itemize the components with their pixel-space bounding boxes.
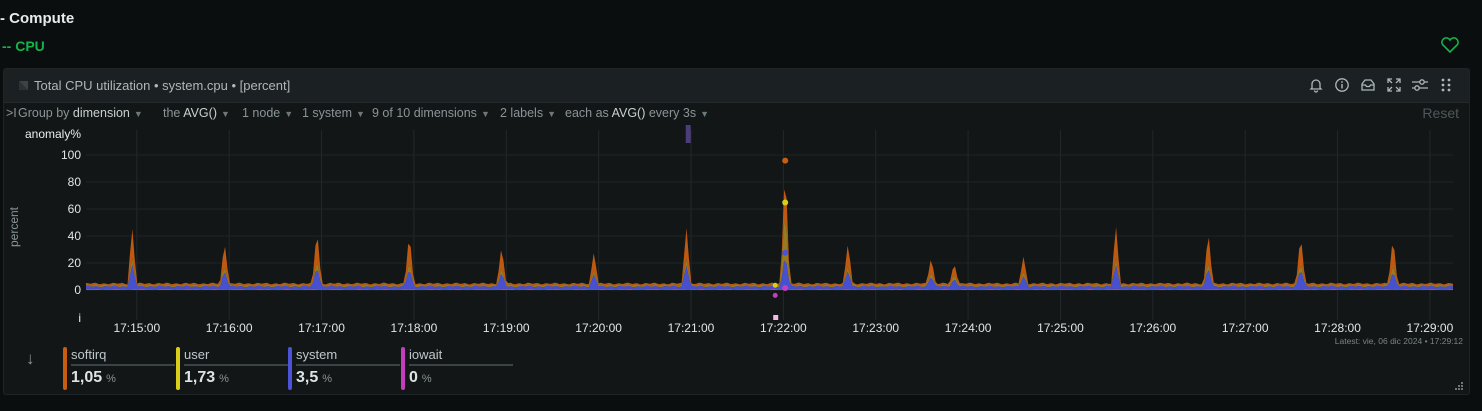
legend-value: 1,73% — [184, 369, 229, 386]
legend-item-softirq[interactable]: softirq 1,05% — [63, 347, 175, 391]
cpu-area-chart[interactable]: 0 20 40 60 80 100 anomaly% i percent 17:15:00 17:1… — [4, 125, 1469, 335]
x-tick-label: 17:28:00 — [1314, 321, 1361, 335]
legend-name: softirq — [71, 347, 107, 362]
bell-icon[interactable] — [1307, 75, 1325, 95]
legend-unit: % — [322, 373, 333, 385]
series-area-system — [86, 260, 1453, 290]
dimensions-dropdown[interactable]: 9 of 10 dimensions ▼ — [372, 106, 490, 120]
chart-context: • system.cpu — [153, 78, 228, 93]
legend-unit: % — [421, 373, 432, 385]
x-tick-label: 17:21:00 — [668, 321, 715, 335]
latest-timestamp: Latest: vie, 06 dic 2024 • 17:29:12 — [1334, 336, 1463, 346]
chart-type-icon — [19, 81, 28, 90]
legend-divider — [184, 364, 288, 366]
x-tick-label: 17:15:00 — [113, 321, 160, 335]
nodes-dropdown[interactable]: 1 node ▼ — [242, 106, 294, 120]
series-area-softirq — [86, 189, 1453, 286]
x-tick-label: 17:25:00 — [1037, 321, 1084, 335]
legend-unit: % — [106, 373, 116, 385]
point-marker-user — [772, 282, 778, 288]
y-tick-label: 40 — [68, 229, 82, 243]
legend-value: 3,5% — [296, 369, 333, 386]
point-marker-iowait — [782, 284, 789, 291]
chart-units: • [percent] — [231, 78, 291, 93]
chart-title: Total CPU utilization • system.cpu • [pe… — [18, 78, 290, 93]
anomaly-marker — [685, 125, 691, 143]
info-icon[interactable] — [1333, 75, 1351, 95]
anomaly-axis-label: anomaly% — [25, 127, 81, 141]
y-tick-label: 0 — [74, 283, 81, 297]
y-axis-label: percent — [7, 206, 21, 247]
point-marker-iowait — [772, 292, 778, 298]
legend-name: system — [296, 347, 338, 362]
legend-color-swatch — [401, 347, 405, 390]
heart-icon[interactable] — [1440, 36, 1460, 54]
x-tick-label: 17:27:00 — [1222, 321, 1269, 335]
x-tick-label: 17:29:00 — [1407, 321, 1454, 335]
sliders-icon[interactable] — [1411, 75, 1429, 95]
labels-dropdown[interactable]: 2 labels ▼ — [500, 106, 557, 120]
x-tick-label: 17:16:00 — [206, 321, 253, 335]
y-tick-label: 60 — [68, 202, 82, 216]
legend-value: 1,05% — [71, 369, 116, 386]
x-tick-label: 17:22:00 — [760, 321, 807, 335]
legend-value: 0% — [409, 369, 432, 386]
legend-item-user[interactable]: user 1,73% — [176, 347, 288, 391]
legend-item-system[interactable]: system 3,5% — [288, 347, 400, 391]
time-aggregation-dropdown[interactable]: each as AVG() every 3s ▼ — [565, 106, 710, 120]
legend-color-swatch — [63, 347, 67, 390]
point-marker-system — [782, 249, 789, 256]
legend-name: iowait — [409, 347, 443, 362]
y-tick-label: 80 — [68, 175, 82, 189]
legend-name: user — [184, 347, 210, 362]
chart-card-header: Total CPU utilization • system.cpu • [pe… — [4, 69, 1469, 103]
x-tick-label: 17:18:00 — [391, 321, 438, 335]
arrow-down-icon[interactable]: ↓ — [26, 349, 35, 368]
chart-title-text: Total CPU utilization — [34, 78, 151, 93]
y-tick-label: 100 — [61, 148, 81, 162]
point-marker-user — [782, 199, 789, 206]
point-marker-softirq — [782, 157, 789, 164]
chart-card: Total CPU utilization • system.cpu • [pe… — [3, 68, 1470, 395]
expand-icon[interactable] — [1385, 75, 1403, 95]
chart-filter-bar: >I Group by dimension ▼ the AVG() ▼ 1 node… — [4, 103, 1469, 125]
chart-legend: ↓ softirq 1,05% user 1,73% system 3,5% iowait 0… — [4, 339, 1469, 394]
series-area-user — [86, 221, 1453, 288]
expand-filters-toggle[interactable]: >I — [6, 106, 17, 120]
x-tick-label: 17:20:00 — [575, 321, 622, 335]
aggregation-dropdown[interactable]: the AVG() ▼ — [163, 106, 230, 120]
legend-divider — [296, 364, 400, 366]
drag-handle-icon[interactable] — [1437, 75, 1455, 95]
section-title: - Compute — [0, 10, 75, 27]
group-by-dropdown[interactable]: Group by dimension ▼ — [18, 106, 143, 120]
x-tick-label: 17:17:00 — [298, 321, 345, 335]
subsection-title: -- CPU — [2, 38, 45, 54]
legend-unit: % — [219, 373, 229, 385]
x-tick-label: 17:23:00 — [852, 321, 899, 335]
instances-dropdown[interactable]: 1 system ▼ — [302, 106, 365, 120]
y-tick-label: 20 — [68, 256, 82, 270]
info-axis-label: i — [78, 311, 81, 325]
legend-divider — [409, 364, 513, 366]
x-tick-label: 17:19:00 — [483, 321, 530, 335]
legend-divider — [71, 364, 175, 366]
legend-item-iowait[interactable]: iowait 0% — [401, 347, 513, 391]
inbox-icon[interactable] — [1359, 75, 1377, 95]
info-row-marker — [773, 315, 779, 320]
resize-handle-icon[interactable] — [1453, 380, 1463, 390]
series-area-iowait — [86, 288, 1453, 290]
legend-color-swatch — [176, 347, 180, 390]
x-tick-label: 17:26:00 — [1129, 321, 1176, 335]
reset-button[interactable]: Reset — [1422, 105, 1459, 121]
legend-color-swatch — [288, 347, 292, 390]
x-tick-label: 17:24:00 — [945, 321, 992, 335]
